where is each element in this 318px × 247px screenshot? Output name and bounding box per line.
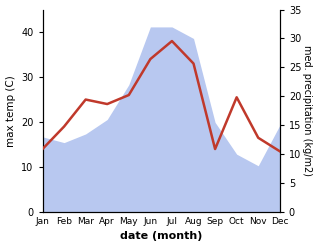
X-axis label: date (month): date (month)	[120, 231, 202, 242]
Y-axis label: max temp (C): max temp (C)	[5, 75, 16, 147]
Y-axis label: med. precipitation (kg/m2): med. precipitation (kg/m2)	[302, 45, 313, 176]
